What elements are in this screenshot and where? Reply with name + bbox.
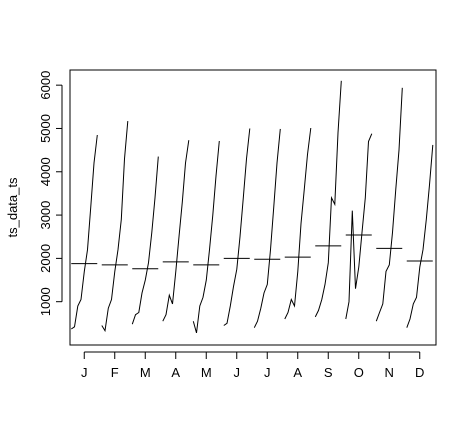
x-tick-label: A	[293, 365, 302, 380]
y-tick-label: 6000	[38, 71, 53, 100]
plot-area	[69, 69, 437, 346]
x-tick-label: J	[234, 365, 241, 380]
x-tick-label: F	[111, 365, 119, 380]
x-tick-label: J	[81, 365, 88, 380]
month-series-line	[192, 140, 220, 334]
y-tick-label: 3000	[38, 201, 53, 230]
x-tick-label: A	[171, 365, 180, 380]
y-tick-label: 1000	[38, 287, 53, 316]
y-axis-label: ts_data_ts	[5, 177, 20, 237]
y-tick-label: 5000	[38, 114, 53, 143]
x-tick-label: J	[264, 365, 271, 380]
month-series-line	[345, 133, 373, 320]
y-tick-label: 2000	[38, 244, 53, 273]
x-tick-label: N	[385, 365, 394, 380]
month-series-line	[223, 128, 251, 326]
x-tick-label: S	[324, 365, 333, 380]
month-series-line	[162, 140, 190, 322]
month-series-line	[131, 156, 159, 325]
x-tick-label: M	[201, 365, 212, 380]
month-series-line	[314, 80, 342, 318]
month-series-line	[101, 121, 129, 333]
month-series-line	[284, 127, 312, 320]
y-axis: 1000 2000 3000 4000 5000 6000	[38, 71, 63, 316]
x-tick-label: O	[354, 365, 364, 380]
month-series	[71, 80, 434, 334]
x-tick-label: M	[140, 365, 151, 380]
month-series-line	[406, 144, 434, 328]
y-tick-label: 4000	[38, 157, 53, 186]
month-series-line	[253, 128, 281, 328]
month-series-line	[71, 134, 98, 330]
x-tick-label: D	[415, 365, 424, 380]
month-series-line	[375, 87, 403, 322]
